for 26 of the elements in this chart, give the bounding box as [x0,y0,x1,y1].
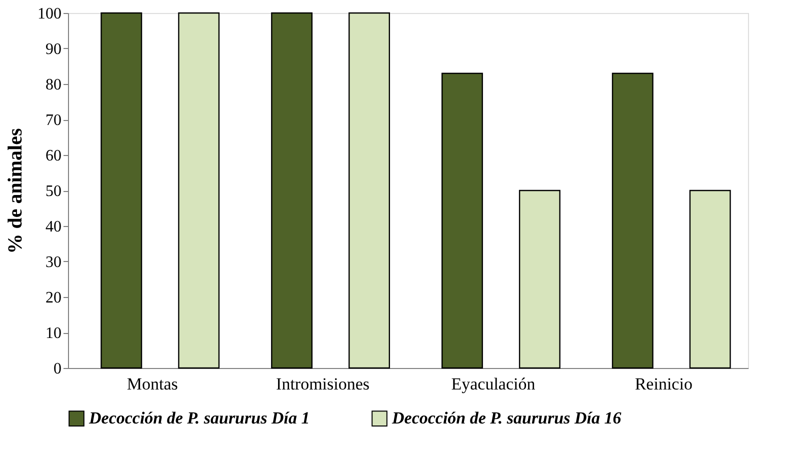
y-tick-label: 50 [46,183,62,200]
y-tick-label: 90 [46,41,62,58]
y-tick-label: 30 [46,254,62,271]
bar [348,12,390,369]
y-tick-label: 0 [54,360,62,378]
bar [689,190,731,369]
bar [441,72,483,369]
legend-label: Decocción de P. saururus Día 16 [391,408,622,428]
bar [612,72,654,369]
y-tick-label: 10 [46,325,62,342]
y-tick-label: 80 [46,76,62,94]
x-tick-label: Intromisiones [276,374,370,394]
x-tick-label: Eyaculación [451,374,536,394]
y-tick-label: 70 [46,112,62,129]
x-tick-label: Montas [126,374,178,394]
legend-label: Decocción de P. saururus Día 1 [88,408,310,428]
y-tick-label: 100 [38,6,62,22]
y-tick-label: 20 [46,290,62,306]
bar [100,12,142,369]
y-tick-label: 40 [46,218,62,236]
bar [271,12,313,369]
bar [518,190,560,369]
y-axis-title: % de animales [4,128,26,254]
x-tick-label: Reinicio [634,374,692,394]
y-tick-label: 60 [46,148,62,164]
bar [178,12,220,369]
